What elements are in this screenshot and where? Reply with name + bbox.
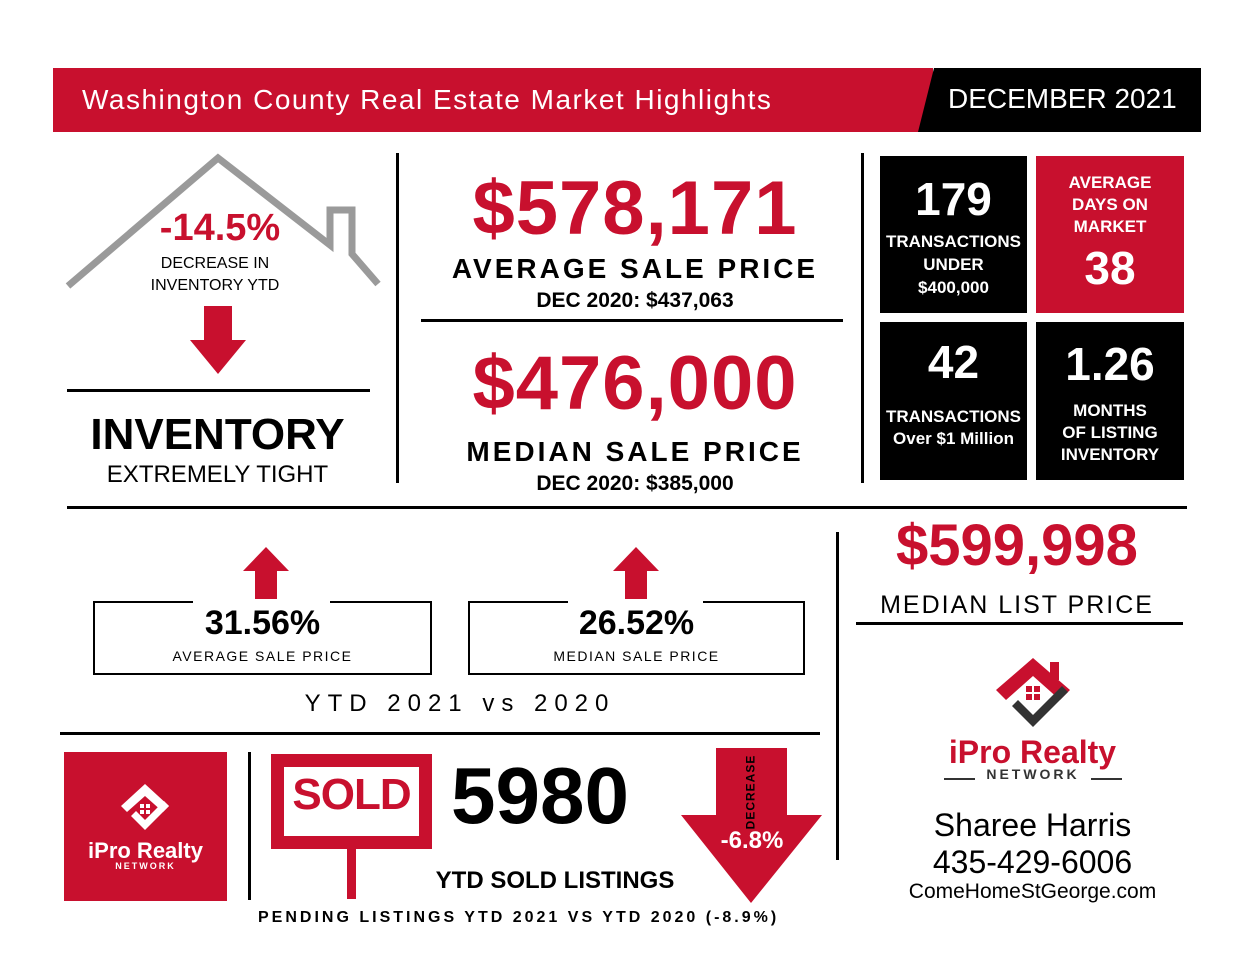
section-divider — [60, 732, 820, 735]
divider-vertical — [248, 752, 251, 900]
inventory-change-desc: DECREASE IN INVENTORY YTD — [110, 253, 320, 297]
arrow-value: -6.8% — [720, 827, 784, 854]
ytd-box-top-left — [93, 601, 193, 603]
brand-network: NETWORK — [975, 766, 1091, 782]
house-roof-icon — [65, 153, 381, 289]
sold-count: 5980 — [451, 751, 629, 840]
stat-label: MONTHS — [1073, 401, 1147, 420]
pending-listings: PENDING LISTINGS YTD 2021 VS YTD 2020 (-… — [258, 909, 780, 926]
median-sale-price-label: MEDIAN SALE PRICE — [466, 436, 804, 467]
divider-vertical — [396, 153, 399, 483]
stat-label: UNDER — [923, 255, 984, 274]
brand-network-small: NETWORK — [115, 861, 176, 871]
agent-phone[interactable]: 435-429-6006 — [932, 844, 1133, 880]
median-sale-price: $476,000 — [472, 341, 798, 426]
agent-name: Sharee Harris — [933, 807, 1132, 843]
header-bar — [53, 68, 933, 132]
stat-label: MARKET — [1073, 217, 1147, 236]
stat-value: 179 — [915, 173, 992, 225]
up-arrow-icon — [243, 547, 289, 599]
sold-sign-icon — [271, 754, 432, 899]
logo-house-icon — [121, 784, 169, 830]
average-sale-price-label: AVERAGE SALE PRICE — [451, 253, 819, 284]
stat-box-over-1m: 42 TRANSACTIONS Over $1 Million — [880, 322, 1027, 480]
brand-name-small: iPro Realty — [88, 838, 203, 863]
stat-label: TRANSACTIONS — [885, 407, 1022, 426]
ytd-average-label: AVERAGE SALE PRICE — [172, 648, 353, 664]
price-divider — [421, 319, 843, 322]
inventory-desc-line-2: INVENTORY YTD — [150, 277, 280, 294]
stat-label: TRANSACTIONS — [885, 232, 1022, 251]
divider-vertical — [836, 532, 839, 860]
stat-label: OF LISTING — [1062, 423, 1158, 442]
stat-value: 42 — [927, 336, 980, 388]
stat-label: $400,000 — [918, 278, 989, 297]
down-arrow-icon — [681, 748, 822, 903]
arrow-word-holder: DECREASE — [737, 754, 763, 830]
inventory-change: -14.5% — [159, 207, 281, 249]
down-arrow-icon — [190, 306, 246, 374]
header-date-bar — [918, 68, 1201, 132]
stat-box-under-400k: 179 TRANSACTIONS UNDER $400,000 — [880, 156, 1027, 313]
ytd-box-top-left — [468, 601, 568, 603]
stat-box-days-on-market: AVERAGE DAYS ON MARKET 38 — [1036, 156, 1184, 313]
inventory-desc-line-1: DECREASE IN — [160, 255, 270, 272]
ytd-median-box — [468, 601, 805, 675]
stat-label: AVERAGE — [1068, 173, 1152, 192]
inventory-subtitle: EXTREMELY TIGHT — [106, 461, 329, 488]
inventory-divider — [67, 389, 370, 392]
sold-sign-text: SOLD — [292, 770, 411, 819]
logo-house-icon — [996, 658, 1070, 727]
arrow-word: DECREASE — [743, 754, 757, 830]
up-arrow-icon — [613, 547, 659, 599]
stat-label: INVENTORY — [1060, 445, 1160, 464]
report-date: DECEMBER 2021 — [948, 83, 1177, 114]
brand-name: iPro Realty — [948, 734, 1117, 770]
average-sale-price: $578,171 — [472, 166, 798, 251]
ytd-median-change: 26.52% — [578, 604, 695, 642]
median-sale-price-prior: DEC 2020: $385,000 — [536, 472, 734, 495]
list-price-divider — [856, 622, 1183, 625]
median-list-price-label: MEDIAN LIST PRICE — [880, 591, 1154, 619]
page-title: Washington County Real Estate Market Hig… — [82, 84, 773, 115]
ytd-median-label: MEDIAN SALE PRICE — [553, 648, 720, 664]
agent-website[interactable]: ComeHomeStGeorge.com — [908, 880, 1157, 903]
inventory-title: INVENTORY — [90, 410, 345, 459]
ytd-box-top-right — [330, 601, 430, 603]
median-list-price: $599,998 — [896, 513, 1138, 578]
stat-label: DAYS ON — [1072, 195, 1148, 214]
stat-value: 1.26 — [1065, 338, 1155, 390]
ytd-average-change: 31.56% — [204, 604, 321, 642]
divider-vertical — [861, 153, 864, 483]
sold-label: YTD SOLD LISTINGS — [435, 867, 675, 894]
section-divider — [67, 506, 1187, 509]
average-sale-price-prior: DEC 2020: $437,063 — [536, 289, 734, 312]
stat-value: 38 — [1084, 242, 1136, 294]
ytd-average-box — [93, 601, 432, 675]
stat-label: Over $1 Million — [893, 429, 1014, 448]
ytd-caption: YTD 2021 vs 2020 — [304, 690, 616, 717]
ytd-box-top-right — [703, 601, 803, 603]
stat-box-months-inventory: 1.26 MONTHS OF LISTING INVENTORY — [1036, 322, 1184, 480]
